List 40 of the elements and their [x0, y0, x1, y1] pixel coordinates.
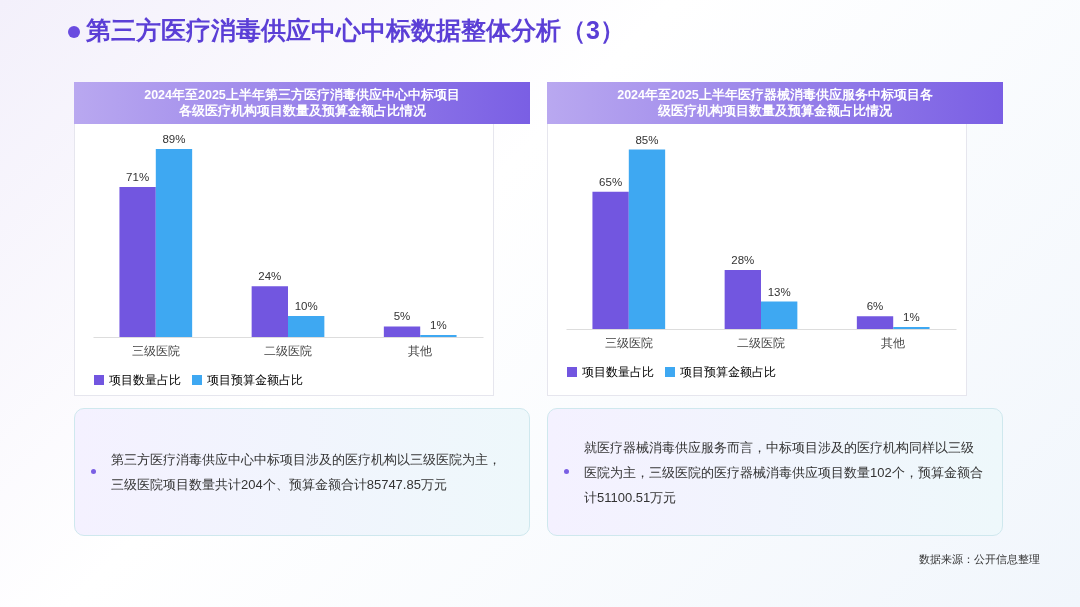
data-label: 89%	[162, 133, 186, 146]
text: 就医疗器械消毒供应服务而言，中标项目涉及的医疗机构同样以三级医院为主，三级医院的医疗器械消毒供应项目数量102个，预算金额合计51100.51万元	[584, 438, 984, 507]
x-tick-label: 二级医院	[264, 343, 312, 358]
text: 第三方医疗消毒供应中心中标项目涉及的医疗机构以三级医院为主，三级医院项目数量共计204个、预算金额合计85747.85万元	[111, 451, 502, 494]
legend-label: 项目预算金额占比	[680, 365, 776, 379]
data-label: 1%	[430, 318, 447, 331]
bar	[288, 315, 325, 337]
bar	[119, 187, 156, 337]
source-note: 数据来源：公开信息整理	[919, 552, 1040, 567]
bar	[761, 301, 798, 329]
legend-label: 项目预算金额占比	[207, 373, 303, 387]
data-label: 24%	[258, 270, 282, 283]
bar	[155, 149, 193, 337]
data-label: 6%	[866, 300, 884, 313]
bar	[251, 286, 288, 337]
data-label: 71%	[126, 171, 150, 184]
x-tick-label: 其他	[881, 335, 906, 350]
data-label: 85%	[635, 133, 659, 146]
bar	[856, 316, 894, 329]
x-tick-label: 三级医院	[131, 343, 180, 358]
chart-title: 2024年至2025上半年医疗器械消毒供应服务中标项目各级医疗机构项目数量及预算金额占比情况	[616, 87, 934, 119]
data-label: 10%	[294, 299, 318, 312]
bar	[383, 326, 421, 337]
text: 第三方医疗消毒供应中心中标数据整体分析（3）	[68, 14, 625, 47]
data-label: 28%	[731, 253, 755, 266]
chart-title: 2024年至2025上半年第三方医疗消毒供应中心中标项目各级医疗机构项目数量及预算金额占比情况	[143, 87, 461, 119]
bar	[420, 334, 457, 337]
data-label: 65%	[599, 175, 623, 188]
bar	[724, 269, 761, 329]
legend-label: 项目数量占比	[109, 373, 181, 387]
bar	[592, 191, 629, 329]
data-label: 1%	[903, 310, 920, 323]
legend-label: 项目数量占比	[582, 365, 654, 379]
x-tick-label: 二级医院	[737, 335, 785, 350]
bar	[893, 326, 930, 329]
x-tick-label: 其他	[408, 343, 433, 358]
data-label: 13%	[767, 285, 791, 298]
data-label: 5%	[393, 310, 411, 323]
x-tick-label: 三级医院	[604, 335, 653, 350]
bar	[628, 149, 666, 329]
